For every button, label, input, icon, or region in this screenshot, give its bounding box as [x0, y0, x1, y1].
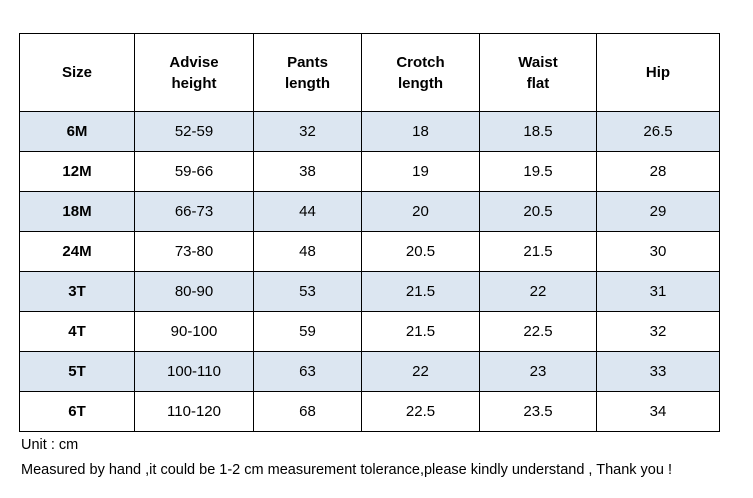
advise-height-cell: 66-73 — [134, 191, 254, 232]
waist-flat-cell: 21.5 — [479, 231, 597, 272]
waist-flat-cell: 23 — [479, 351, 597, 392]
crotch-length-cell: 21.5 — [361, 271, 480, 312]
crotch-length-cell: 22 — [361, 351, 480, 392]
size-cell: 24M — [19, 231, 135, 272]
size-cell: 3T — [19, 271, 135, 312]
header-waist-flat: Waist flat — [479, 33, 597, 112]
pants-length-cell: 44 — [253, 191, 362, 232]
waist-flat-cell: 22 — [479, 271, 597, 312]
advise-height-cell: 52-59 — [134, 111, 254, 152]
table-row: 4T 90-100 59 21.5 22.5 32 — [19, 311, 720, 352]
header-row: Size Advise height Pants length Crotch l… — [19, 33, 720, 112]
waist-flat-cell: 20.5 — [479, 191, 597, 232]
size-chart-table: Size Advise height Pants length Crotch l… — [19, 33, 720, 432]
header-hip: Hip — [596, 33, 720, 112]
pants-length-cell: 48 — [253, 231, 362, 272]
crotch-length-cell: 18 — [361, 111, 480, 152]
advise-height-cell: 90-100 — [134, 311, 254, 352]
unit-note: Unit : cm — [21, 437, 79, 453]
size-cell: 18M — [19, 191, 135, 232]
crotch-length-cell: 22.5 — [361, 391, 480, 432]
header-pants-length: Pants length — [253, 33, 362, 112]
waist-flat-cell: 22.5 — [479, 311, 597, 352]
hip-cell: 31 — [596, 271, 720, 312]
crotch-length-cell: 21.5 — [361, 311, 480, 352]
hip-cell: 32 — [596, 311, 720, 352]
measurement-note: Measured by hand ,it could be 1-2 cm mea… — [21, 462, 672, 478]
advise-height-cell: 73-80 — [134, 231, 254, 272]
pants-length-cell: 38 — [253, 151, 362, 192]
table-row: 5T 100-110 63 22 23 33 — [19, 351, 720, 392]
pants-length-cell: 68 — [253, 391, 362, 432]
table-row: 12M 59-66 38 19 19.5 28 — [19, 151, 720, 192]
table-row: 18M 66-73 44 20 20.5 29 — [19, 191, 720, 232]
hip-cell: 30 — [596, 231, 720, 272]
hip-cell: 26.5 — [596, 111, 720, 152]
waist-flat-cell: 19.5 — [479, 151, 597, 192]
advise-height-cell: 80-90 — [134, 271, 254, 312]
pants-length-cell: 32 — [253, 111, 362, 152]
table-row: 24M 73-80 48 20.5 21.5 30 — [19, 231, 720, 272]
crotch-length-cell: 19 — [361, 151, 480, 192]
pants-length-cell: 59 — [253, 311, 362, 352]
table-row: 6M 52-59 32 18 18.5 26.5 — [19, 111, 720, 152]
table-row: 3T 80-90 53 21.5 22 31 — [19, 271, 720, 312]
hip-cell: 29 — [596, 191, 720, 232]
header-advise-height: Advise height — [134, 33, 254, 112]
pants-length-cell: 53 — [253, 271, 362, 312]
size-cell: 6T — [19, 391, 135, 432]
advise-height-cell: 110-120 — [134, 391, 254, 432]
waist-flat-cell: 18.5 — [479, 111, 597, 152]
crotch-length-cell: 20.5 — [361, 231, 480, 272]
table-row: 6T 110-120 68 22.5 23.5 34 — [19, 391, 720, 432]
header-size: Size — [19, 33, 135, 112]
size-cell: 6M — [19, 111, 135, 152]
pants-length-cell: 63 — [253, 351, 362, 392]
advise-height-cell: 100-110 — [134, 351, 254, 392]
waist-flat-cell: 23.5 — [479, 391, 597, 432]
size-cell: 12M — [19, 151, 135, 192]
advise-height-cell: 59-66 — [134, 151, 254, 192]
hip-cell: 28 — [596, 151, 720, 192]
crotch-length-cell: 20 — [361, 191, 480, 232]
hip-cell: 34 — [596, 391, 720, 432]
size-cell: 4T — [19, 311, 135, 352]
hip-cell: 33 — [596, 351, 720, 392]
header-crotch-length: Crotch length — [361, 33, 480, 112]
size-cell: 5T — [19, 351, 135, 392]
